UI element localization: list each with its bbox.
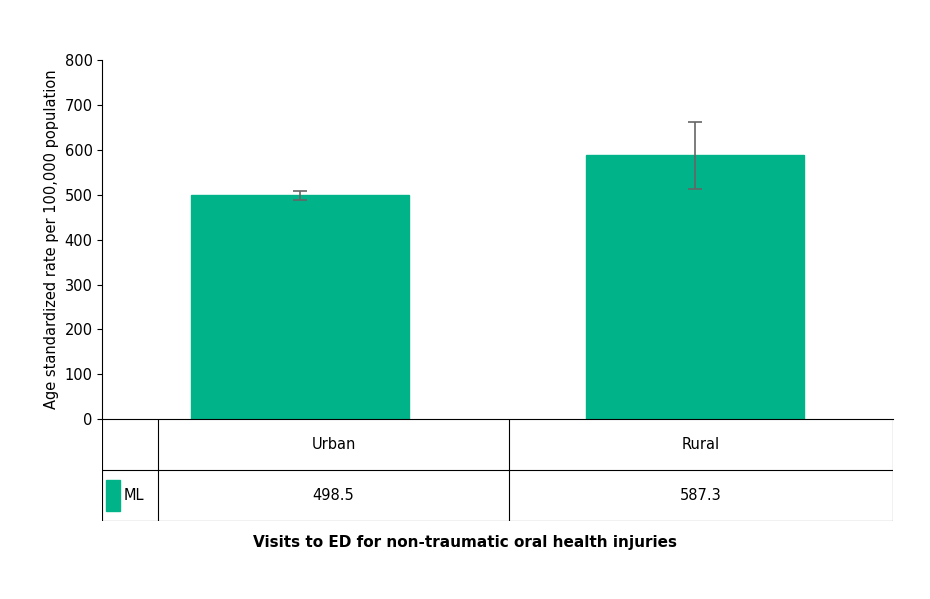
Bar xyxy=(192,195,408,419)
Bar xyxy=(587,156,804,419)
Bar xyxy=(106,480,121,511)
Text: Visits to ED for non-traumatic oral health injuries: Visits to ED for non-traumatic oral heal… xyxy=(253,534,677,550)
Text: 587.3: 587.3 xyxy=(680,488,722,503)
Y-axis label: Age standardized rate per 100,000 population: Age standardized rate per 100,000 popula… xyxy=(44,70,59,409)
FancyBboxPatch shape xyxy=(102,419,893,521)
Text: ML: ML xyxy=(124,488,144,503)
Text: Rural: Rural xyxy=(682,437,720,452)
Text: 498.5: 498.5 xyxy=(312,488,354,503)
Text: Urban: Urban xyxy=(312,437,355,452)
